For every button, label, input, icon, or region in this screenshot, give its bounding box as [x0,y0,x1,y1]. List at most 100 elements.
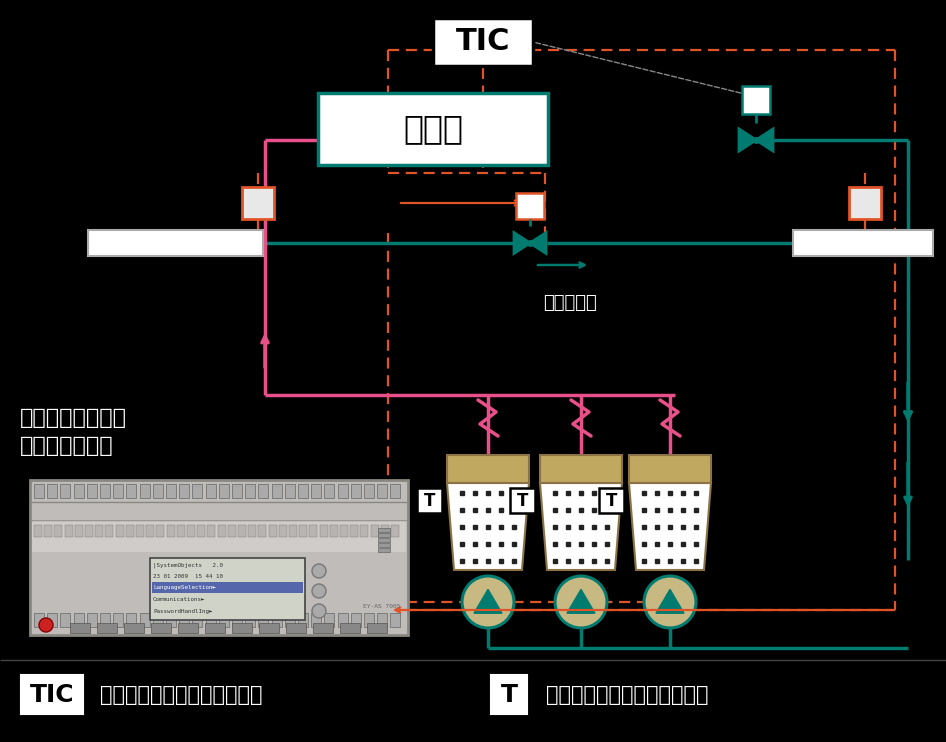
FancyBboxPatch shape [30,480,408,635]
Text: EY-AS 7005: EY-AS 7005 [362,605,400,609]
FancyBboxPatch shape [313,623,333,633]
FancyBboxPatch shape [232,613,242,627]
Polygon shape [629,483,711,570]
FancyBboxPatch shape [166,613,176,627]
FancyBboxPatch shape [378,543,390,547]
FancyBboxPatch shape [378,538,390,542]
Polygon shape [447,483,529,570]
FancyBboxPatch shape [177,525,184,537]
FancyBboxPatch shape [318,93,548,165]
Circle shape [555,576,607,628]
FancyBboxPatch shape [75,525,83,537]
FancyBboxPatch shape [338,613,347,627]
FancyBboxPatch shape [238,525,246,537]
FancyBboxPatch shape [61,613,70,627]
Polygon shape [567,589,595,613]
FancyBboxPatch shape [88,230,263,256]
FancyBboxPatch shape [381,525,389,537]
FancyBboxPatch shape [140,613,149,627]
FancyBboxPatch shape [309,525,318,537]
FancyBboxPatch shape [34,613,44,627]
FancyBboxPatch shape [124,623,144,633]
FancyBboxPatch shape [179,613,189,627]
FancyBboxPatch shape [377,484,387,498]
FancyBboxPatch shape [488,672,530,717]
FancyBboxPatch shape [18,672,86,717]
FancyBboxPatch shape [114,484,123,498]
Polygon shape [540,455,622,483]
Text: Communications►: Communications► [153,597,205,602]
FancyBboxPatch shape [219,613,229,627]
FancyBboxPatch shape [351,613,360,627]
FancyBboxPatch shape [367,623,387,633]
FancyBboxPatch shape [74,484,83,498]
FancyBboxPatch shape [55,525,62,537]
FancyBboxPatch shape [360,525,368,537]
FancyBboxPatch shape [289,525,297,537]
Text: TIC: TIC [456,27,510,56]
FancyBboxPatch shape [510,488,535,513]
Text: |SystemObjects   2.0: |SystemObjects 2.0 [153,562,223,568]
FancyBboxPatch shape [299,525,307,537]
FancyBboxPatch shape [97,623,117,633]
FancyBboxPatch shape [205,613,216,627]
Polygon shape [474,589,502,613]
FancyBboxPatch shape [285,613,295,627]
FancyBboxPatch shape [153,613,163,627]
FancyBboxPatch shape [391,484,400,498]
FancyBboxPatch shape [197,525,205,537]
FancyBboxPatch shape [207,525,216,537]
Text: T: T [605,491,617,510]
FancyBboxPatch shape [351,484,360,498]
FancyBboxPatch shape [96,525,103,537]
FancyBboxPatch shape [228,525,236,537]
Circle shape [312,564,326,578]
FancyBboxPatch shape [324,484,334,498]
FancyBboxPatch shape [378,528,390,532]
Text: TIC: TIC [29,683,75,707]
FancyBboxPatch shape [377,613,387,627]
Text: 温度指示調節計（現地手配）: 温度指示調節計（現地手配） [100,685,262,705]
FancyBboxPatch shape [258,484,269,498]
FancyBboxPatch shape [218,525,225,537]
Polygon shape [656,589,684,613]
FancyBboxPatch shape [166,525,175,537]
FancyBboxPatch shape [330,525,338,537]
Polygon shape [756,129,773,151]
FancyBboxPatch shape [126,525,133,537]
FancyBboxPatch shape [417,488,442,513]
Circle shape [644,576,696,628]
FancyBboxPatch shape [87,613,96,627]
FancyBboxPatch shape [151,623,171,633]
FancyBboxPatch shape [378,533,390,537]
FancyBboxPatch shape [32,522,406,552]
Circle shape [39,618,53,632]
Text: LanguageSelection►: LanguageSelection► [153,585,216,591]
FancyBboxPatch shape [166,484,176,498]
FancyBboxPatch shape [242,187,274,219]
FancyBboxPatch shape [245,613,255,627]
Polygon shape [530,232,546,254]
Text: チラー内蔵外気温度センサー: チラー内蔵外気温度センサー [546,685,709,705]
FancyBboxPatch shape [378,548,390,552]
FancyBboxPatch shape [232,623,252,633]
FancyBboxPatch shape [298,484,308,498]
FancyBboxPatch shape [192,613,202,627]
FancyBboxPatch shape [599,488,624,513]
Circle shape [462,576,514,628]
Text: 外調機: 外調機 [403,113,463,145]
FancyBboxPatch shape [47,484,57,498]
FancyBboxPatch shape [849,187,881,219]
FancyBboxPatch shape [258,525,267,537]
FancyBboxPatch shape [248,525,256,537]
FancyBboxPatch shape [115,525,124,537]
FancyBboxPatch shape [100,613,110,627]
FancyBboxPatch shape [272,484,282,498]
FancyBboxPatch shape [156,525,165,537]
FancyBboxPatch shape [258,613,269,627]
FancyBboxPatch shape [105,525,114,537]
FancyBboxPatch shape [47,613,57,627]
Text: 23 01 2009  15 44 10: 23 01 2009 15 44 10 [153,574,223,579]
FancyBboxPatch shape [44,525,52,537]
FancyBboxPatch shape [320,525,327,537]
